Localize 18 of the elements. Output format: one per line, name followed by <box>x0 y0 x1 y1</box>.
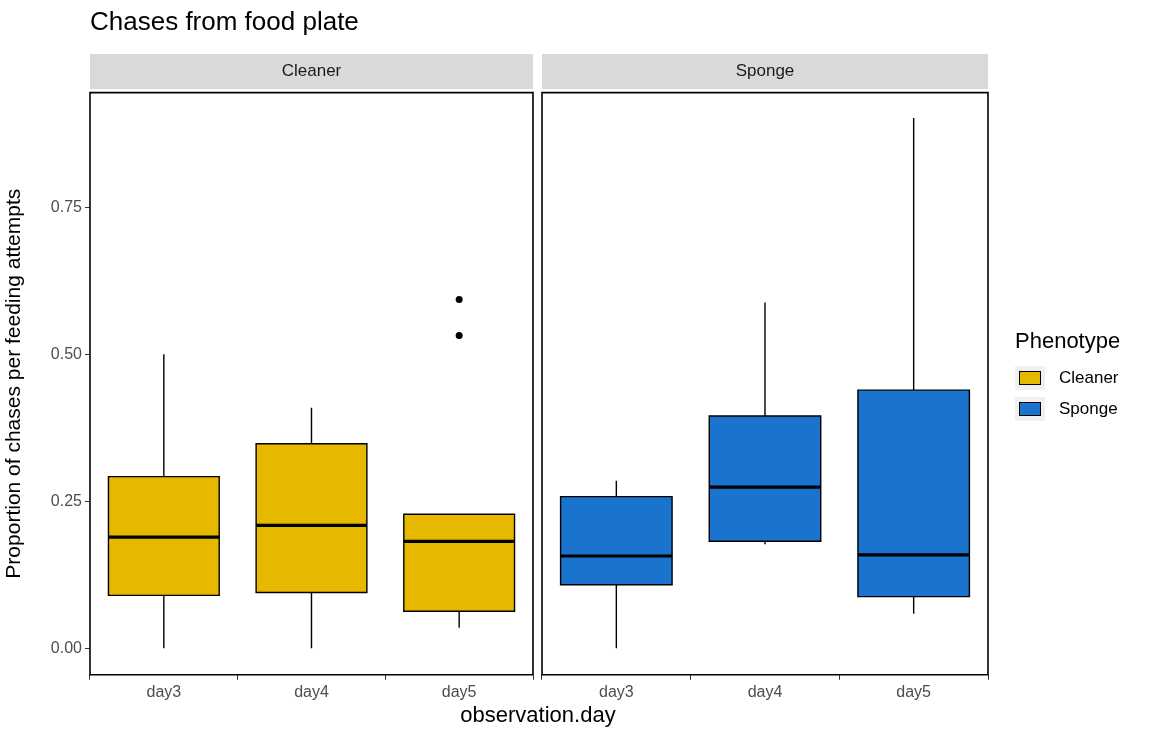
chart-subtitle: Cleaner <box>90 53 533 89</box>
y-tick-label: 0.25 <box>50 491 83 509</box>
x-tick-label: day4 <box>747 682 783 700</box>
x-tick-label: day4 <box>294 682 329 700</box>
x-axis-title: observation.day <box>459 702 617 728</box>
legend-title: Phenotype <box>1015 328 1121 354</box>
y-axis-title: Proportion of chases per feeding attempts <box>1 188 25 579</box>
legend-label: Cleaner <box>1059 367 1119 388</box>
y-tick-label: 0.00 <box>50 638 83 656</box>
y-tick-label: 0.50 <box>50 344 83 362</box>
legend-label: Sponge <box>1059 398 1118 419</box>
x-tick-label: day3 <box>598 682 634 700</box>
chart-subtitle: Sponge <box>542 53 988 89</box>
y-tick-label: 0.75 <box>50 197 83 215</box>
x-tick-label: day5 <box>441 682 477 700</box>
x-tick-label: day3 <box>146 682 182 700</box>
chart-title: Chases from food plate <box>90 6 359 37</box>
x-tick-label: day5 <box>896 682 932 700</box>
